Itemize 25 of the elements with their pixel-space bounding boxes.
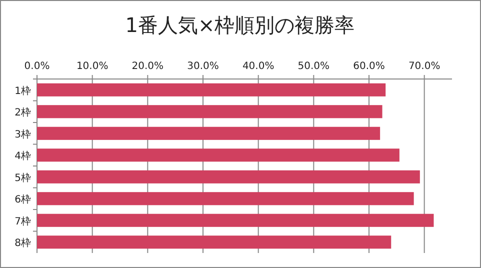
bar — [37, 214, 434, 227]
y-tick-label: 8枠 — [14, 237, 31, 250]
x-tick-label: 70.0% — [408, 61, 440, 72]
bar — [37, 192, 414, 206]
x-tick-label: 60.0% — [353, 61, 385, 72]
y-tick-label: 1枠 — [14, 84, 31, 97]
y-tick-label: 6枠 — [14, 194, 31, 206]
bar — [37, 83, 386, 96]
bar — [37, 236, 392, 249]
y-tick-label: 2枠 — [14, 106, 31, 119]
bar — [37, 126, 380, 140]
x-tick-label: 40.0% — [242, 61, 274, 72]
bar — [37, 170, 420, 184]
chart-title: 1番人気×枠順別の複勝率 — [125, 13, 355, 37]
y-tick-label: 4枠 — [14, 150, 31, 162]
x-tick-label: 30.0% — [187, 61, 219, 72]
bar — [37, 148, 400, 162]
x-tick-label: 0.0% — [24, 61, 50, 72]
y-tick-label: 7枠 — [14, 215, 31, 228]
x-tick-label: 50.0% — [298, 61, 330, 72]
bar — [37, 105, 382, 118]
x-tick-label: 20.0% — [132, 61, 164, 72]
y-tick-label: 3枠 — [14, 128, 31, 140]
y-tick-label: 5枠 — [14, 172, 31, 184]
x-tick-label: 10.0% — [76, 61, 108, 72]
